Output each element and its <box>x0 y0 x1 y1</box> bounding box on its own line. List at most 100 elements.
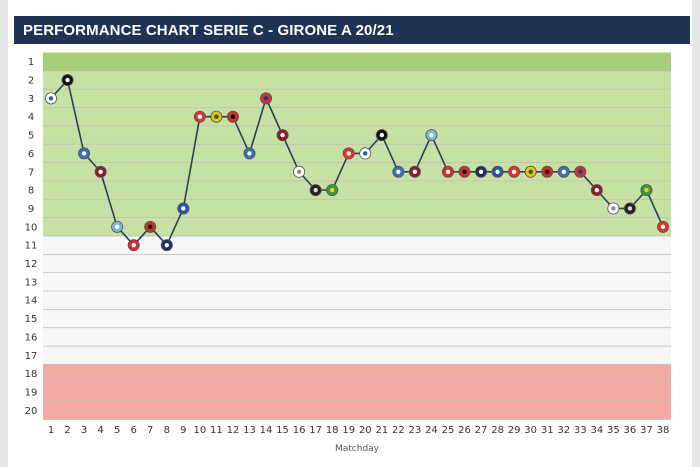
x-tick-label: 33 <box>574 425 587 436</box>
y-tick-label: 13 <box>25 277 38 288</box>
x-tick-label: 22 <box>392 425 405 436</box>
light-blue-crest-icon-detail <box>429 132 434 138</box>
y-tick-label: 11 <box>25 241 38 252</box>
y-tick-label: 1 <box>28 57 34 68</box>
x-tick-label: 29 <box>508 425 521 436</box>
green-yellow-crest-icon-detail <box>644 187 649 193</box>
y-tick-label: 17 <box>25 351 38 362</box>
maroon-crest-icon-detail <box>280 132 285 138</box>
x-tick-label: 10 <box>193 425 206 436</box>
x-tick-label: 8 <box>164 425 170 436</box>
y-tick-label: 4 <box>28 112 34 123</box>
x-tick-label: 15 <box>276 425 289 436</box>
x-tick-label: 26 <box>458 425 471 436</box>
black-white-crest-icon-detail <box>379 132 385 138</box>
x-tick-label: 30 <box>524 425 537 436</box>
zone-band-3 <box>43 236 671 365</box>
x-tick-label: 4 <box>97 425 103 436</box>
x-tick-label: 34 <box>590 425 603 436</box>
x-tick-label: 18 <box>326 425 339 436</box>
x-tick-label: 23 <box>409 425 422 436</box>
y-tick-label: 2 <box>28 76 34 87</box>
zone-band-1 <box>43 52 671 71</box>
white-crest-icon-detail <box>611 206 616 211</box>
x-tick-label: 25 <box>442 425 455 436</box>
y-tick-label: 18 <box>25 369 38 380</box>
x-tick-label: 35 <box>607 425 620 436</box>
blue-white-crest-icon-detail <box>396 169 401 174</box>
black-crest-icon-detail <box>313 187 318 193</box>
red-blue-crest-icon-detail <box>263 96 269 101</box>
x-tick-label: 1 <box>48 425 54 436</box>
y-tick-label: 10 <box>25 222 38 233</box>
y-tick-label: 20 <box>25 406 38 417</box>
yellow-crest-icon-detail <box>214 114 219 119</box>
x-tick-label: 36 <box>624 425 637 436</box>
maroon-crest-icon-detail <box>412 169 418 174</box>
black-crest-icon-detail <box>627 206 633 211</box>
x-tick-label: 37 <box>640 425 653 436</box>
zone-band-4 <box>43 364 671 420</box>
red-black-crest-icon-detail <box>148 224 153 230</box>
x-tick-label: 14 <box>260 425 273 436</box>
y-tick-label: 14 <box>25 296 38 307</box>
x-tick-label: 13 <box>243 425 256 436</box>
y-tick-label: 16 <box>25 332 38 343</box>
x-tick-label: 3 <box>81 425 87 436</box>
y-tick-label: 8 <box>28 186 34 197</box>
red-black-crest-icon-detail <box>230 114 236 119</box>
x-tick-label: 20 <box>359 425 372 436</box>
x-axis-label: Matchday <box>335 444 380 454</box>
blue-crest-icon-detail <box>181 206 186 211</box>
x-tick-label: 7 <box>147 425 153 436</box>
red-crest-icon-detail <box>346 151 351 156</box>
blue-crest-icon-detail <box>495 169 500 174</box>
red-crest-icon-detail <box>511 169 517 174</box>
y-tick-label: 6 <box>28 149 34 160</box>
x-tick-label: 17 <box>309 425 322 436</box>
x-tick-label: 9 <box>180 425 186 436</box>
white-crest-icon-detail <box>296 169 302 174</box>
blue-white-crest-icon-detail <box>561 169 566 174</box>
black-white-crest-icon-detail <box>65 77 70 83</box>
y-tick-label: 5 <box>28 131 34 142</box>
white-blue-crest-icon-detail <box>363 151 368 156</box>
navy-crest-icon-detail <box>164 242 169 248</box>
x-tick-label: 19 <box>342 425 355 436</box>
red-crest-icon-detail <box>197 114 203 119</box>
light-blue-crest-icon-detail <box>114 224 120 230</box>
blue-white-crest-icon-detail <box>247 151 252 156</box>
y-tick-label: 12 <box>25 259 38 270</box>
yellow-crest-icon-detail <box>528 169 533 174</box>
x-tick-label: 11 <box>210 425 223 436</box>
navy-crest-icon-detail <box>478 169 484 174</box>
y-tick-label: 9 <box>28 204 34 215</box>
x-tick-label: 16 <box>293 425 306 436</box>
red-white-crest-icon-detail <box>445 169 451 174</box>
y-tick-label: 3 <box>28 94 34 105</box>
x-tick-label: 6 <box>131 425 137 436</box>
x-tick-label: 38 <box>657 425 670 436</box>
x-tick-label: 2 <box>64 425 70 436</box>
blue-white-crest-icon-detail <box>81 151 87 156</box>
maroon-crest-icon-detail <box>98 169 103 174</box>
x-tick-label: 5 <box>114 425 120 436</box>
red-blue-crest-icon-detail <box>578 169 583 174</box>
red-black-crest-icon-detail <box>462 169 467 174</box>
green-yellow-crest-icon-detail <box>329 187 335 193</box>
chart-title: PERFORMANCE CHART SERIE C - GIRONE A 20/… <box>14 16 690 44</box>
white-blue-crest-icon-detail <box>48 96 54 101</box>
red-black-crest-icon-detail <box>545 169 550 174</box>
x-tick-label: 27 <box>475 425 488 436</box>
y-tick-label: 15 <box>25 314 38 325</box>
red-white-crest-icon-detail <box>131 242 136 248</box>
x-tick-label: 32 <box>557 425 570 436</box>
y-tick-label: 19 <box>25 387 38 398</box>
x-tick-label: 24 <box>425 425 438 436</box>
red-crest-icon-detail <box>660 224 666 230</box>
y-tick-label: 7 <box>28 167 34 178</box>
maroon-crest-icon-detail <box>594 187 600 193</box>
x-tick-label: 28 <box>491 425 504 436</box>
x-tick-label: 12 <box>227 425 240 436</box>
